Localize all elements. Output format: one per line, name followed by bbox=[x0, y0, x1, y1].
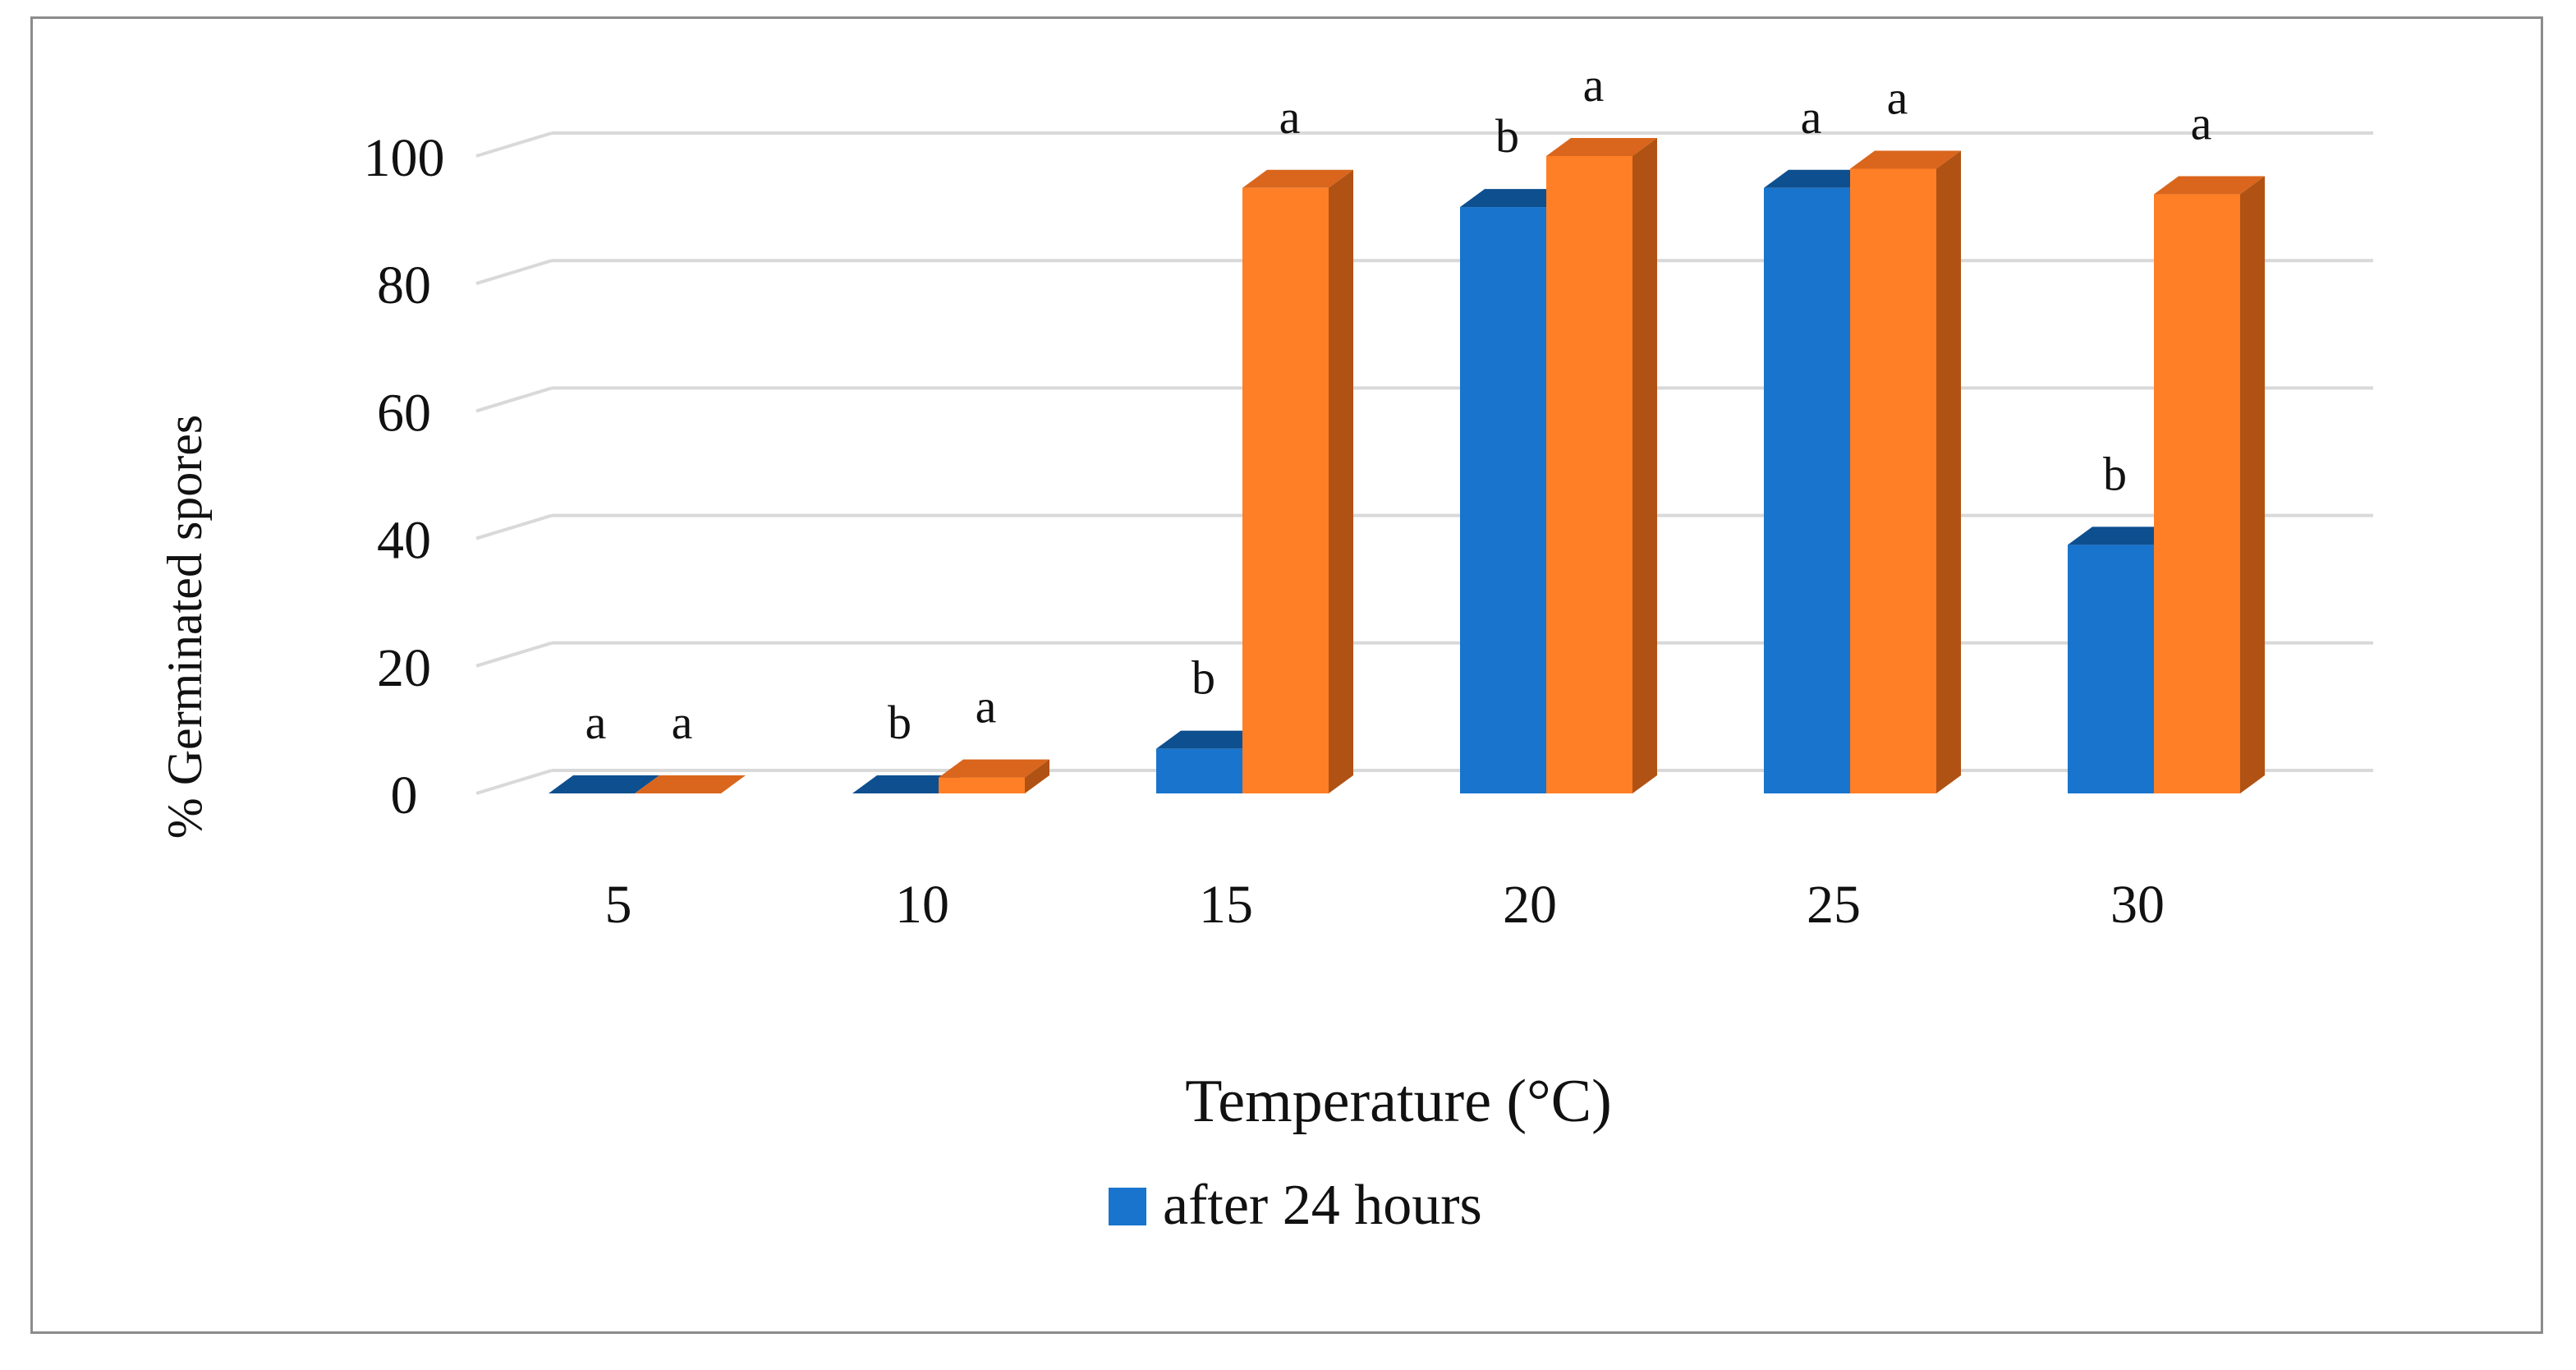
bar-top bbox=[1156, 730, 1267, 749]
y-tick-label: 60 bbox=[377, 383, 431, 443]
bar-side bbox=[1632, 138, 1657, 793]
gridline-diagonal bbox=[475, 513, 553, 540]
significance-letter: a bbox=[1279, 90, 1301, 144]
y-tick-label: 40 bbox=[377, 511, 431, 571]
bar-side bbox=[1936, 150, 1961, 793]
significance-letter: b bbox=[888, 696, 911, 749]
bar-side bbox=[2240, 176, 2265, 793]
bar-top bbox=[635, 775, 746, 793]
significance-letters: a a b a b a b a a a b a bbox=[585, 58, 2212, 749]
bar-front bbox=[2154, 194, 2240, 793]
x-tick-label: 30 bbox=[2110, 875, 2165, 935]
significance-letter: a bbox=[1887, 71, 1908, 125]
y-tick-label: 20 bbox=[377, 638, 431, 698]
y-tick-label: 80 bbox=[377, 255, 431, 315]
x-tick-label: 15 bbox=[1199, 875, 1253, 935]
bar-side bbox=[1025, 759, 1049, 793]
significance-letter: a bbox=[2191, 97, 2212, 150]
x-axis-ticks: 5 10 15 20 25 30 bbox=[605, 875, 2165, 935]
bar-front bbox=[1156, 748, 1242, 793]
bars bbox=[549, 138, 2265, 794]
bar-front bbox=[1242, 187, 1329, 794]
bar-top bbox=[939, 759, 1049, 778]
bar-top bbox=[1850, 150, 1961, 169]
significance-letter: b bbox=[1192, 651, 1215, 705]
bar-front bbox=[939, 777, 1025, 793]
legend-swatch bbox=[1109, 1188, 1146, 1225]
significance-letter: b bbox=[1495, 109, 1519, 163]
gridline-diagonal bbox=[475, 641, 553, 668]
x-tick-label: 25 bbox=[1807, 875, 1861, 935]
bar-front bbox=[1460, 207, 1546, 793]
significance-letter: a bbox=[976, 680, 997, 733]
bar-side bbox=[1329, 169, 1353, 794]
bar bbox=[549, 775, 659, 793]
legend: after 24 hours bbox=[1109, 1174, 1482, 1237]
x-axis-title: Temperature (°C) bbox=[1185, 1068, 1612, 1135]
bar bbox=[2154, 176, 2265, 793]
significance-letter: a bbox=[585, 696, 607, 749]
bar-top bbox=[1460, 189, 1571, 208]
chart: 0 20 40 60 80 100 a a b a b a b a a a b a 5 10 15 20 25 30 % … bbox=[158, 58, 2373, 1237]
bar-front bbox=[1764, 187, 1850, 794]
bar bbox=[1764, 169, 1875, 794]
gridline-diagonal bbox=[475, 386, 553, 413]
y-tick-label: 100 bbox=[364, 128, 445, 188]
bar-top bbox=[549, 775, 659, 793]
bar bbox=[635, 775, 746, 793]
bar bbox=[1242, 169, 1353, 794]
significance-letter: a bbox=[672, 696, 693, 749]
gridline-diagonal bbox=[475, 769, 553, 795]
bar-top bbox=[2154, 176, 2265, 195]
x-tick-label: 5 bbox=[605, 875, 632, 935]
gridline-diagonal bbox=[475, 131, 553, 158]
bar bbox=[1546, 138, 1657, 793]
bar-front bbox=[2068, 545, 2154, 793]
x-tick-label: 10 bbox=[895, 875, 949, 935]
significance-letter: a bbox=[1583, 58, 1605, 112]
bar-front bbox=[1546, 156, 1632, 793]
bar bbox=[1460, 189, 1571, 793]
bar-top bbox=[1242, 169, 1353, 188]
bar-front bbox=[1850, 168, 1936, 793]
bar-top bbox=[1764, 169, 1875, 188]
significance-letter: a bbox=[1801, 90, 1822, 144]
bar bbox=[852, 775, 963, 793]
bar bbox=[1850, 150, 1961, 793]
bar bbox=[939, 759, 1049, 793]
bar bbox=[2068, 526, 2179, 793]
chart-frame: 0 20 40 60 80 100 a a b a b a b a a a b a 5 10 15 20 25 30 % … bbox=[30, 16, 2543, 1334]
bar-top bbox=[2068, 526, 2179, 545]
y-axis-ticks: 0 20 40 60 80 100 bbox=[364, 128, 445, 825]
gridline-diagonal bbox=[475, 259, 553, 286]
bar-top bbox=[1546, 138, 1657, 156]
y-axis-title: % Germinated spores bbox=[158, 415, 212, 839]
y-tick-label: 0 bbox=[391, 765, 418, 825]
bar-top bbox=[852, 775, 963, 793]
bar bbox=[1156, 730, 1267, 793]
significance-letter: b bbox=[2103, 447, 2127, 500]
legend-label: after 24 hours bbox=[1163, 1174, 1482, 1237]
x-tick-label: 20 bbox=[1503, 875, 1557, 935]
